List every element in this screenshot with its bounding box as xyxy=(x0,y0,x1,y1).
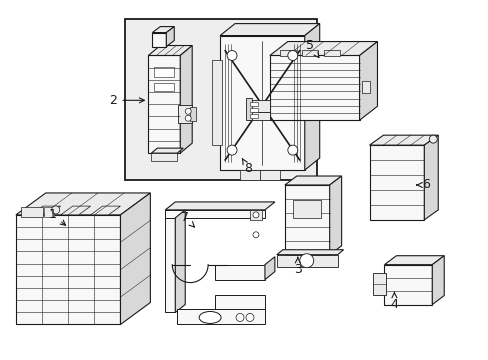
Bar xyxy=(165,218,175,312)
Text: 5: 5 xyxy=(305,39,318,58)
Polygon shape xyxy=(152,32,166,46)
Bar xyxy=(154,84,174,91)
Polygon shape xyxy=(285,185,329,255)
Polygon shape xyxy=(44,207,54,217)
Polygon shape xyxy=(285,176,341,185)
Polygon shape xyxy=(384,265,431,305)
Text: 2: 2 xyxy=(109,94,144,107)
Bar xyxy=(190,107,196,121)
Polygon shape xyxy=(369,135,437,145)
Text: 7: 7 xyxy=(181,211,194,227)
Polygon shape xyxy=(384,256,443,265)
Bar xyxy=(245,98,251,120)
Circle shape xyxy=(185,108,191,114)
Polygon shape xyxy=(90,206,120,215)
Bar xyxy=(249,114,258,118)
Text: 8: 8 xyxy=(242,159,251,175)
Circle shape xyxy=(252,232,259,238)
Bar xyxy=(249,108,258,112)
Bar xyxy=(215,294,264,312)
Polygon shape xyxy=(148,45,192,55)
Circle shape xyxy=(185,115,191,121)
Circle shape xyxy=(287,145,297,155)
Polygon shape xyxy=(148,55,180,153)
Polygon shape xyxy=(424,135,437,220)
Polygon shape xyxy=(369,145,424,220)
Polygon shape xyxy=(165,202,274,210)
Bar xyxy=(249,210,262,220)
Bar xyxy=(240,170,260,180)
Bar xyxy=(260,170,279,180)
Polygon shape xyxy=(269,55,359,120)
Polygon shape xyxy=(359,41,377,120)
Circle shape xyxy=(52,206,60,214)
Polygon shape xyxy=(264,257,274,280)
Text: 3: 3 xyxy=(293,257,301,276)
Bar xyxy=(361,81,369,93)
Polygon shape xyxy=(120,193,150,324)
Bar xyxy=(178,105,192,123)
Text: 1: 1 xyxy=(49,208,65,225)
Circle shape xyxy=(287,50,297,60)
Bar xyxy=(177,310,264,324)
Bar xyxy=(165,210,264,218)
Polygon shape xyxy=(16,193,150,215)
Circle shape xyxy=(245,314,253,321)
Circle shape xyxy=(428,135,436,143)
Bar xyxy=(372,273,386,294)
Bar xyxy=(279,50,295,57)
Bar xyxy=(249,102,258,106)
Circle shape xyxy=(236,314,244,321)
Polygon shape xyxy=(31,206,61,215)
Polygon shape xyxy=(175,210,185,312)
Circle shape xyxy=(226,145,237,155)
Polygon shape xyxy=(152,27,174,32)
Polygon shape xyxy=(61,206,90,215)
Polygon shape xyxy=(247,112,269,120)
Bar xyxy=(212,60,222,145)
Polygon shape xyxy=(431,256,443,305)
Text: 4: 4 xyxy=(390,292,398,311)
Polygon shape xyxy=(16,215,120,324)
Polygon shape xyxy=(304,24,319,170)
Circle shape xyxy=(226,50,237,60)
Text: 6: 6 xyxy=(416,179,429,192)
Polygon shape xyxy=(151,148,183,153)
Polygon shape xyxy=(247,100,269,112)
Bar xyxy=(151,153,177,161)
Polygon shape xyxy=(220,36,304,170)
Bar xyxy=(215,265,264,280)
Polygon shape xyxy=(276,250,343,255)
Bar xyxy=(276,255,337,267)
Bar xyxy=(301,50,317,57)
Bar xyxy=(292,200,320,218)
Polygon shape xyxy=(180,45,192,153)
Circle shape xyxy=(299,254,313,268)
Bar xyxy=(21,207,42,217)
Polygon shape xyxy=(329,176,341,255)
Polygon shape xyxy=(269,41,377,55)
Polygon shape xyxy=(220,24,319,36)
Circle shape xyxy=(252,212,259,218)
Bar xyxy=(323,50,339,57)
Bar xyxy=(125,19,316,180)
Ellipse shape xyxy=(199,311,221,323)
Polygon shape xyxy=(166,27,174,46)
Bar xyxy=(154,67,174,77)
